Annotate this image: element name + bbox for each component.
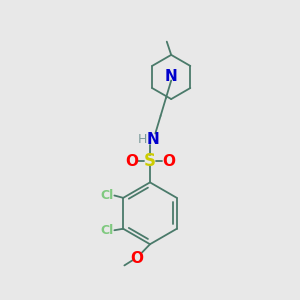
Text: H: H (138, 134, 147, 146)
Text: N: N (147, 133, 159, 148)
Text: S: S (144, 152, 156, 170)
Text: O: O (162, 154, 175, 169)
Text: Cl: Cl (100, 224, 114, 237)
Text: O: O (130, 251, 143, 266)
Text: N: N (165, 69, 178, 84)
Text: Cl: Cl (100, 189, 114, 202)
Text: O: O (125, 154, 138, 169)
